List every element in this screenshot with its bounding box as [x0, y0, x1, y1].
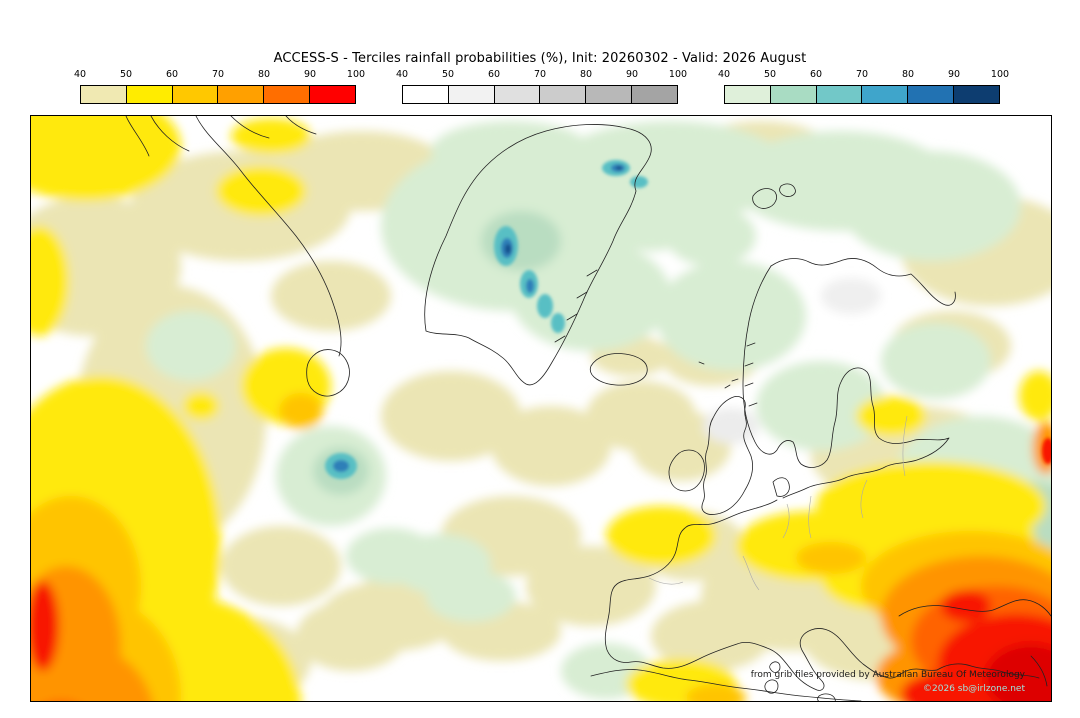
- colorbar-bar: [402, 85, 678, 104]
- colorbar-tick-label: 50: [763, 69, 777, 80]
- coastline-layer: [125, 116, 1051, 701]
- colorbar-segment: [81, 86, 127, 103]
- colorbar-below-normal: 40 50 60 70 80 90 100: [74, 68, 365, 108]
- colorbar-tick-label: 70: [211, 69, 225, 80]
- colorbar-tick-label: 90: [947, 69, 961, 80]
- colorbar-segment: [540, 86, 587, 103]
- colorbar-ticks: 40 50 60 70 80 90 100: [74, 68, 365, 83]
- colorbar-tick-label: 50: [119, 69, 133, 80]
- colorbar-tick-label: 100: [990, 69, 1010, 80]
- colorbar-segment: [586, 86, 633, 103]
- colorbar-ticks: 40 50 60 70 80 90 100: [718, 68, 1009, 83]
- colorbar-tick-label: 40: [73, 69, 87, 80]
- map-frame: from grib files provided by Australian B…: [30, 115, 1052, 702]
- colorbar-segment: [816, 86, 863, 103]
- colorbar-segment: [862, 86, 909, 103]
- colorbar-segment: [908, 86, 955, 103]
- colorbar-tick-label: 70: [855, 69, 869, 80]
- colorbar-bar: [80, 85, 356, 104]
- colorbar-bar: [724, 85, 1000, 104]
- colorbar-tick-label: 60: [809, 69, 823, 80]
- colorbar-segment: [264, 86, 311, 103]
- colorbar-above-normal: 40 50 60 70 80 90 100: [718, 68, 1009, 108]
- colorbar-segment: [725, 86, 771, 103]
- colorbar-segment: [954, 86, 999, 103]
- colorbar-segment: [172, 86, 219, 103]
- colorbar-tick-label: 60: [165, 69, 179, 80]
- colorbar-segment: [494, 86, 541, 103]
- colorbar-tick-label: 40: [717, 69, 731, 80]
- rainfall-shading-layer: [31, 116, 1051, 701]
- colorbar-ticks: 40 50 60 70 80 90 100: [396, 68, 687, 83]
- colorbar-tick-label: 70: [533, 69, 547, 80]
- colorbar-tick-label: 90: [303, 69, 317, 80]
- colorbar-segment: [218, 86, 265, 103]
- colorbar-segment: [310, 86, 355, 103]
- colorbar-tick-label: 80: [579, 69, 593, 80]
- colorbar-tick-label: 100: [668, 69, 688, 80]
- rainfall-probability-map: [31, 116, 1051, 701]
- colorbar-tick-label: 100: [346, 69, 366, 80]
- page-title: ACCESS-S - Terciles rainfall probabiliti…: [273, 51, 807, 66]
- colorbar-tick-label: 80: [257, 69, 271, 80]
- colorbar-tick-label: 90: [625, 69, 639, 80]
- colorbar-tick-label: 80: [901, 69, 915, 80]
- colorbar-segment: [448, 86, 495, 103]
- colorbar-segment: [632, 86, 677, 103]
- above-normal-spots-layer: [325, 160, 1051, 479]
- colorbar-tick-label: 50: [441, 69, 455, 80]
- country-border-layer: [648, 415, 908, 591]
- map-attribution: from grib files provided by Australian B…: [750, 670, 1025, 680]
- colorbar-tick-label: 60: [487, 69, 501, 80]
- colorbar-tick-label: 40: [395, 69, 409, 80]
- colorbar-segment: [770, 86, 817, 103]
- map-copyright: ©2026 sb@irlzone.net: [923, 684, 1025, 694]
- colorbar-near-normal: 40 50 60 70 80 90 100: [396, 68, 687, 108]
- colorbar-segment: [403, 86, 449, 103]
- colorbar-segment: [126, 86, 173, 103]
